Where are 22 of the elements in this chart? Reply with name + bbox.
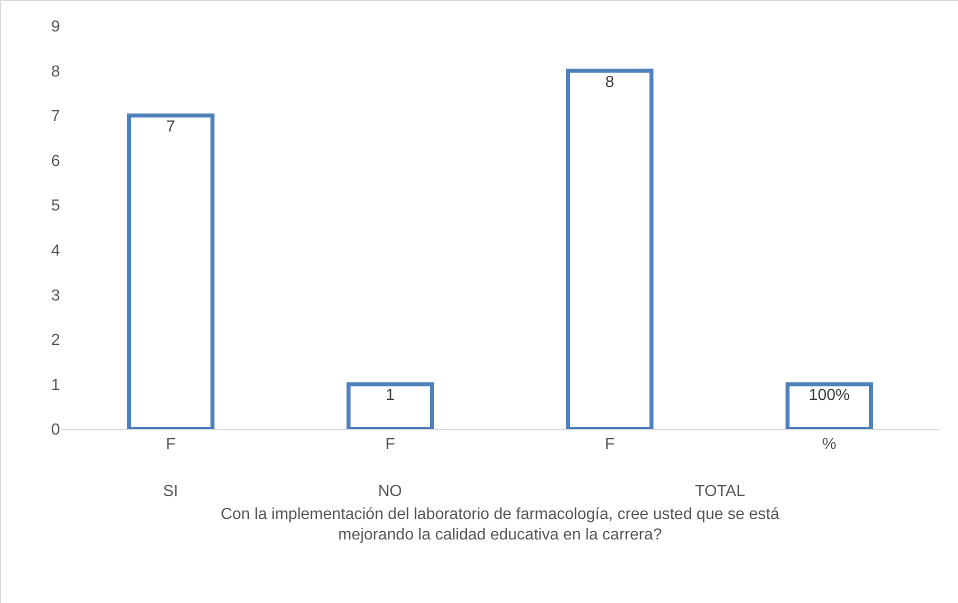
x-tick-label: F	[604, 436, 615, 454]
data-label: 1	[386, 387, 395, 404]
data-label: 8	[605, 74, 614, 91]
data-label: 7	[166, 118, 176, 136]
y-tick-label: 4	[51, 242, 60, 260]
text: NO	[378, 483, 402, 500]
text: SI	[163, 483, 178, 500]
x-axis-title: Con la implementación del laboratorio de farmacología, cree usted que se está mejorando la calidad educativa en la carrera?	[220, 506, 780, 544]
text: TOTAL	[695, 483, 746, 500]
y-tick-label: 9	[51, 18, 60, 36]
x-tick-label: %	[822, 436, 836, 454]
y-tick-label: 2	[51, 332, 60, 350]
y-tick-label: 0	[51, 422, 60, 439]
x-tick-label: F	[385, 436, 396, 454]
y-tick-label: 8	[51, 63, 60, 80]
data-label: 100%	[808, 387, 850, 404]
y-tick-label: 5	[51, 198, 60, 215]
y-tick-label: 6	[51, 152, 60, 170]
y-tick-label: 7	[51, 108, 60, 126]
y-tick-label: 3	[51, 287, 60, 304]
x-tick-label: F	[166, 436, 176, 454]
y-tick-label: 1	[51, 376, 60, 394]
